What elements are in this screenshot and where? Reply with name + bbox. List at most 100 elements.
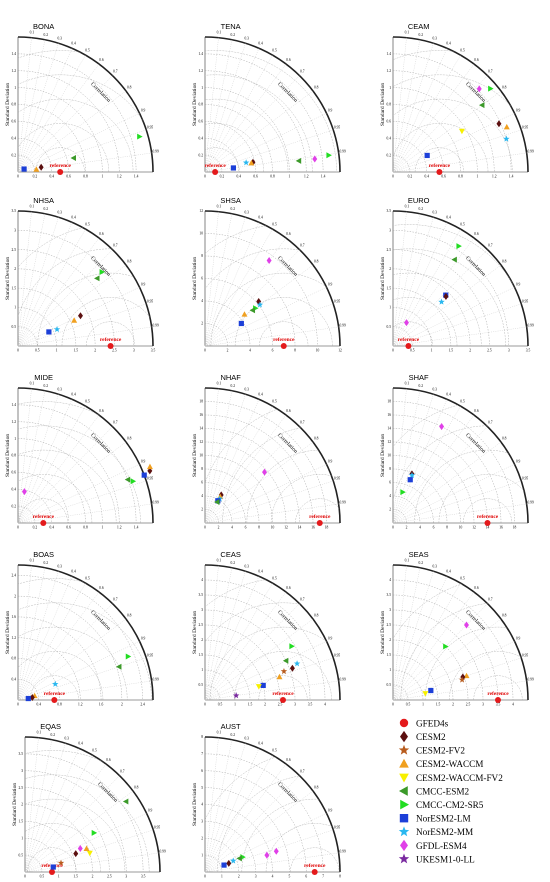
correlation-ray: [204, 414, 287, 524]
correlation-tick-label: 0.99: [152, 323, 158, 327]
y-tick-label: 4: [389, 494, 391, 498]
y-tick-label: 0.4: [199, 136, 204, 140]
x-tick-label: 0: [392, 175, 394, 179]
sd-arc: [392, 669, 424, 701]
y-tick-label: 16: [387, 413, 391, 417]
correlation-ray: [392, 213, 421, 347]
rms-circle: [473, 675, 523, 700]
y-tick-label: 4: [201, 578, 203, 582]
correlation-tick-label: 0.9: [328, 108, 333, 112]
sd-arc: [204, 804, 273, 873]
x-tick-label: 3.5: [526, 349, 531, 353]
rms-circle: [393, 272, 482, 346]
correlation-ray: [17, 571, 59, 701]
correlation-tick-label: 0.4: [258, 42, 263, 46]
outer-arc: [24, 736, 161, 873]
reference-label: reference: [272, 691, 294, 697]
legend-label: GFDL-ESM4: [416, 841, 467, 851]
y-tick-label: 3: [389, 608, 391, 612]
correlation-ray: [17, 303, 147, 347]
correlation-tick-label: 0.2: [419, 207, 424, 211]
reference-label: reference: [204, 163, 226, 169]
correlation-ray: [204, 112, 327, 173]
correlation-ray: [204, 399, 260, 524]
taylor-panel-eqas: 0.1 0.2 0.3 0.4 0.5 0.6 0.7 0.8 0.9 0.95 0.99 0 0.5 0…: [12, 722, 166, 879]
correlation-ray: [204, 503, 339, 524]
rms-circle: [205, 750, 340, 872]
y-tick-label: 7: [201, 752, 203, 756]
x-tick-label: 1: [101, 175, 103, 179]
correlation-tick-label: 0.9: [141, 636, 146, 640]
correlation-ray: [392, 228, 461, 347]
correlation-tick-label: 0.2: [44, 561, 49, 565]
correlation-tick-label: 0.1: [30, 382, 35, 386]
point-noresm2-lm: [46, 329, 52, 335]
y-tick-label: 10: [199, 454, 203, 458]
x-tick-label: 1.4: [134, 526, 139, 530]
taylor-panel-aust: 0.1 0.2 0.3 0.4 0.5 0.6 0.7 0.8 0.9 0.95 0.99 0 1 1 2 2…: [192, 722, 346, 879]
correlation-tick-label: 0.8: [134, 786, 139, 790]
rms-circle: [35, 147, 85, 172]
correlation-ray: [204, 249, 300, 347]
panel-title: SHSA: [220, 196, 240, 205]
correlation-ray: [17, 90, 127, 173]
correlation-ray: [24, 775, 120, 873]
legend-label: CESM2-WACCM-FV2: [416, 773, 503, 783]
y-tick-label: 1: [389, 86, 391, 90]
y-tick-label: 1: [21, 836, 23, 840]
point-cmcc-cm2-sr5: [125, 653, 132, 660]
correlation-ray: [17, 441, 127, 524]
sd-arc: [17, 230, 134, 347]
point-cesm2-waccm: [276, 673, 283, 680]
reference-point: [280, 697, 286, 703]
outer-arc: [17, 210, 154, 347]
correlation-tick-label: 0.7: [113, 421, 118, 425]
sd-arc: [17, 472, 69, 524]
correlation-tick-label: 0.3: [244, 564, 249, 568]
correlation-tick-label: 0.8: [127, 86, 132, 90]
correlation-tick-label: 0.6: [286, 58, 291, 62]
y-tick-label: 0.5: [387, 683, 392, 687]
correlation-tick-label: 0.2: [231, 384, 236, 388]
x-tick-label: 7: [322, 875, 324, 879]
x-tick-label: 6: [245, 526, 247, 530]
taylor-panel-ceas: 0.1 0.2 0.3 0.4 0.5 0.6 0.7 0.8 0.9 0.95 0.99 0 0.5 0…: [192, 550, 346, 707]
rms-circle: [205, 401, 340, 523]
sd-arc: [204, 838, 239, 873]
x-tick-label: 0: [17, 703, 19, 707]
x-tick-label: 4: [512, 703, 514, 707]
taylor-panel-shsa: 0.1 0.2 0.3 0.4 0.5 0.6 0.7 0.8 0.9 0.95 0.99 0 2 2 4 4…: [192, 196, 346, 353]
correlation-ray: [204, 75, 300, 173]
correlation-ray: [204, 737, 219, 873]
y-tick-label: 1.4: [199, 52, 204, 56]
correlation-ray: [17, 591, 100, 701]
rms-circle: [18, 651, 104, 700]
correlation-tick-label: 0.4: [71, 393, 76, 397]
correlation-ray: [392, 405, 461, 524]
y-tick-label: 1: [201, 853, 203, 857]
correlation-tick-label: 0.9: [141, 108, 146, 112]
correlation-tick-label: 0.6: [286, 586, 291, 590]
point-cesm2-fv2: [458, 676, 466, 683]
sd-arc: [392, 326, 413, 347]
correlation-ray: [17, 399, 73, 524]
y-tick-label: 8: [389, 467, 391, 471]
taylor-panel-euro: 0.1 0.2 0.3 0.4 0.5 0.6 0.7 0.8 0.9 0.95 0.99 0 0.5 0…: [380, 196, 534, 353]
y-tick-label: 0.8: [12, 103, 17, 107]
y-tick-label: 3: [201, 608, 203, 612]
point-noresm2-mm: [293, 660, 301, 667]
y-tick-label: 1.2: [199, 69, 204, 73]
point-cesm2: [496, 120, 502, 128]
sd-arc: [204, 468, 260, 524]
point-cmcc-cm2-sr5: [456, 243, 462, 250]
correlation-tick-label: 0.2: [419, 384, 424, 388]
correlation-tick-label: 0.3: [57, 36, 62, 40]
correlation-ray: [17, 567, 46, 701]
correlation-ray: [204, 680, 339, 701]
sd-arc: [204, 639, 266, 701]
reference-point: [280, 343, 287, 349]
point-noresm2-lm: [25, 695, 31, 702]
reference-label: reference: [50, 163, 72, 169]
correlation-ray: [392, 222, 448, 347]
point-cesm2-waccm-fv2: [458, 128, 465, 135]
